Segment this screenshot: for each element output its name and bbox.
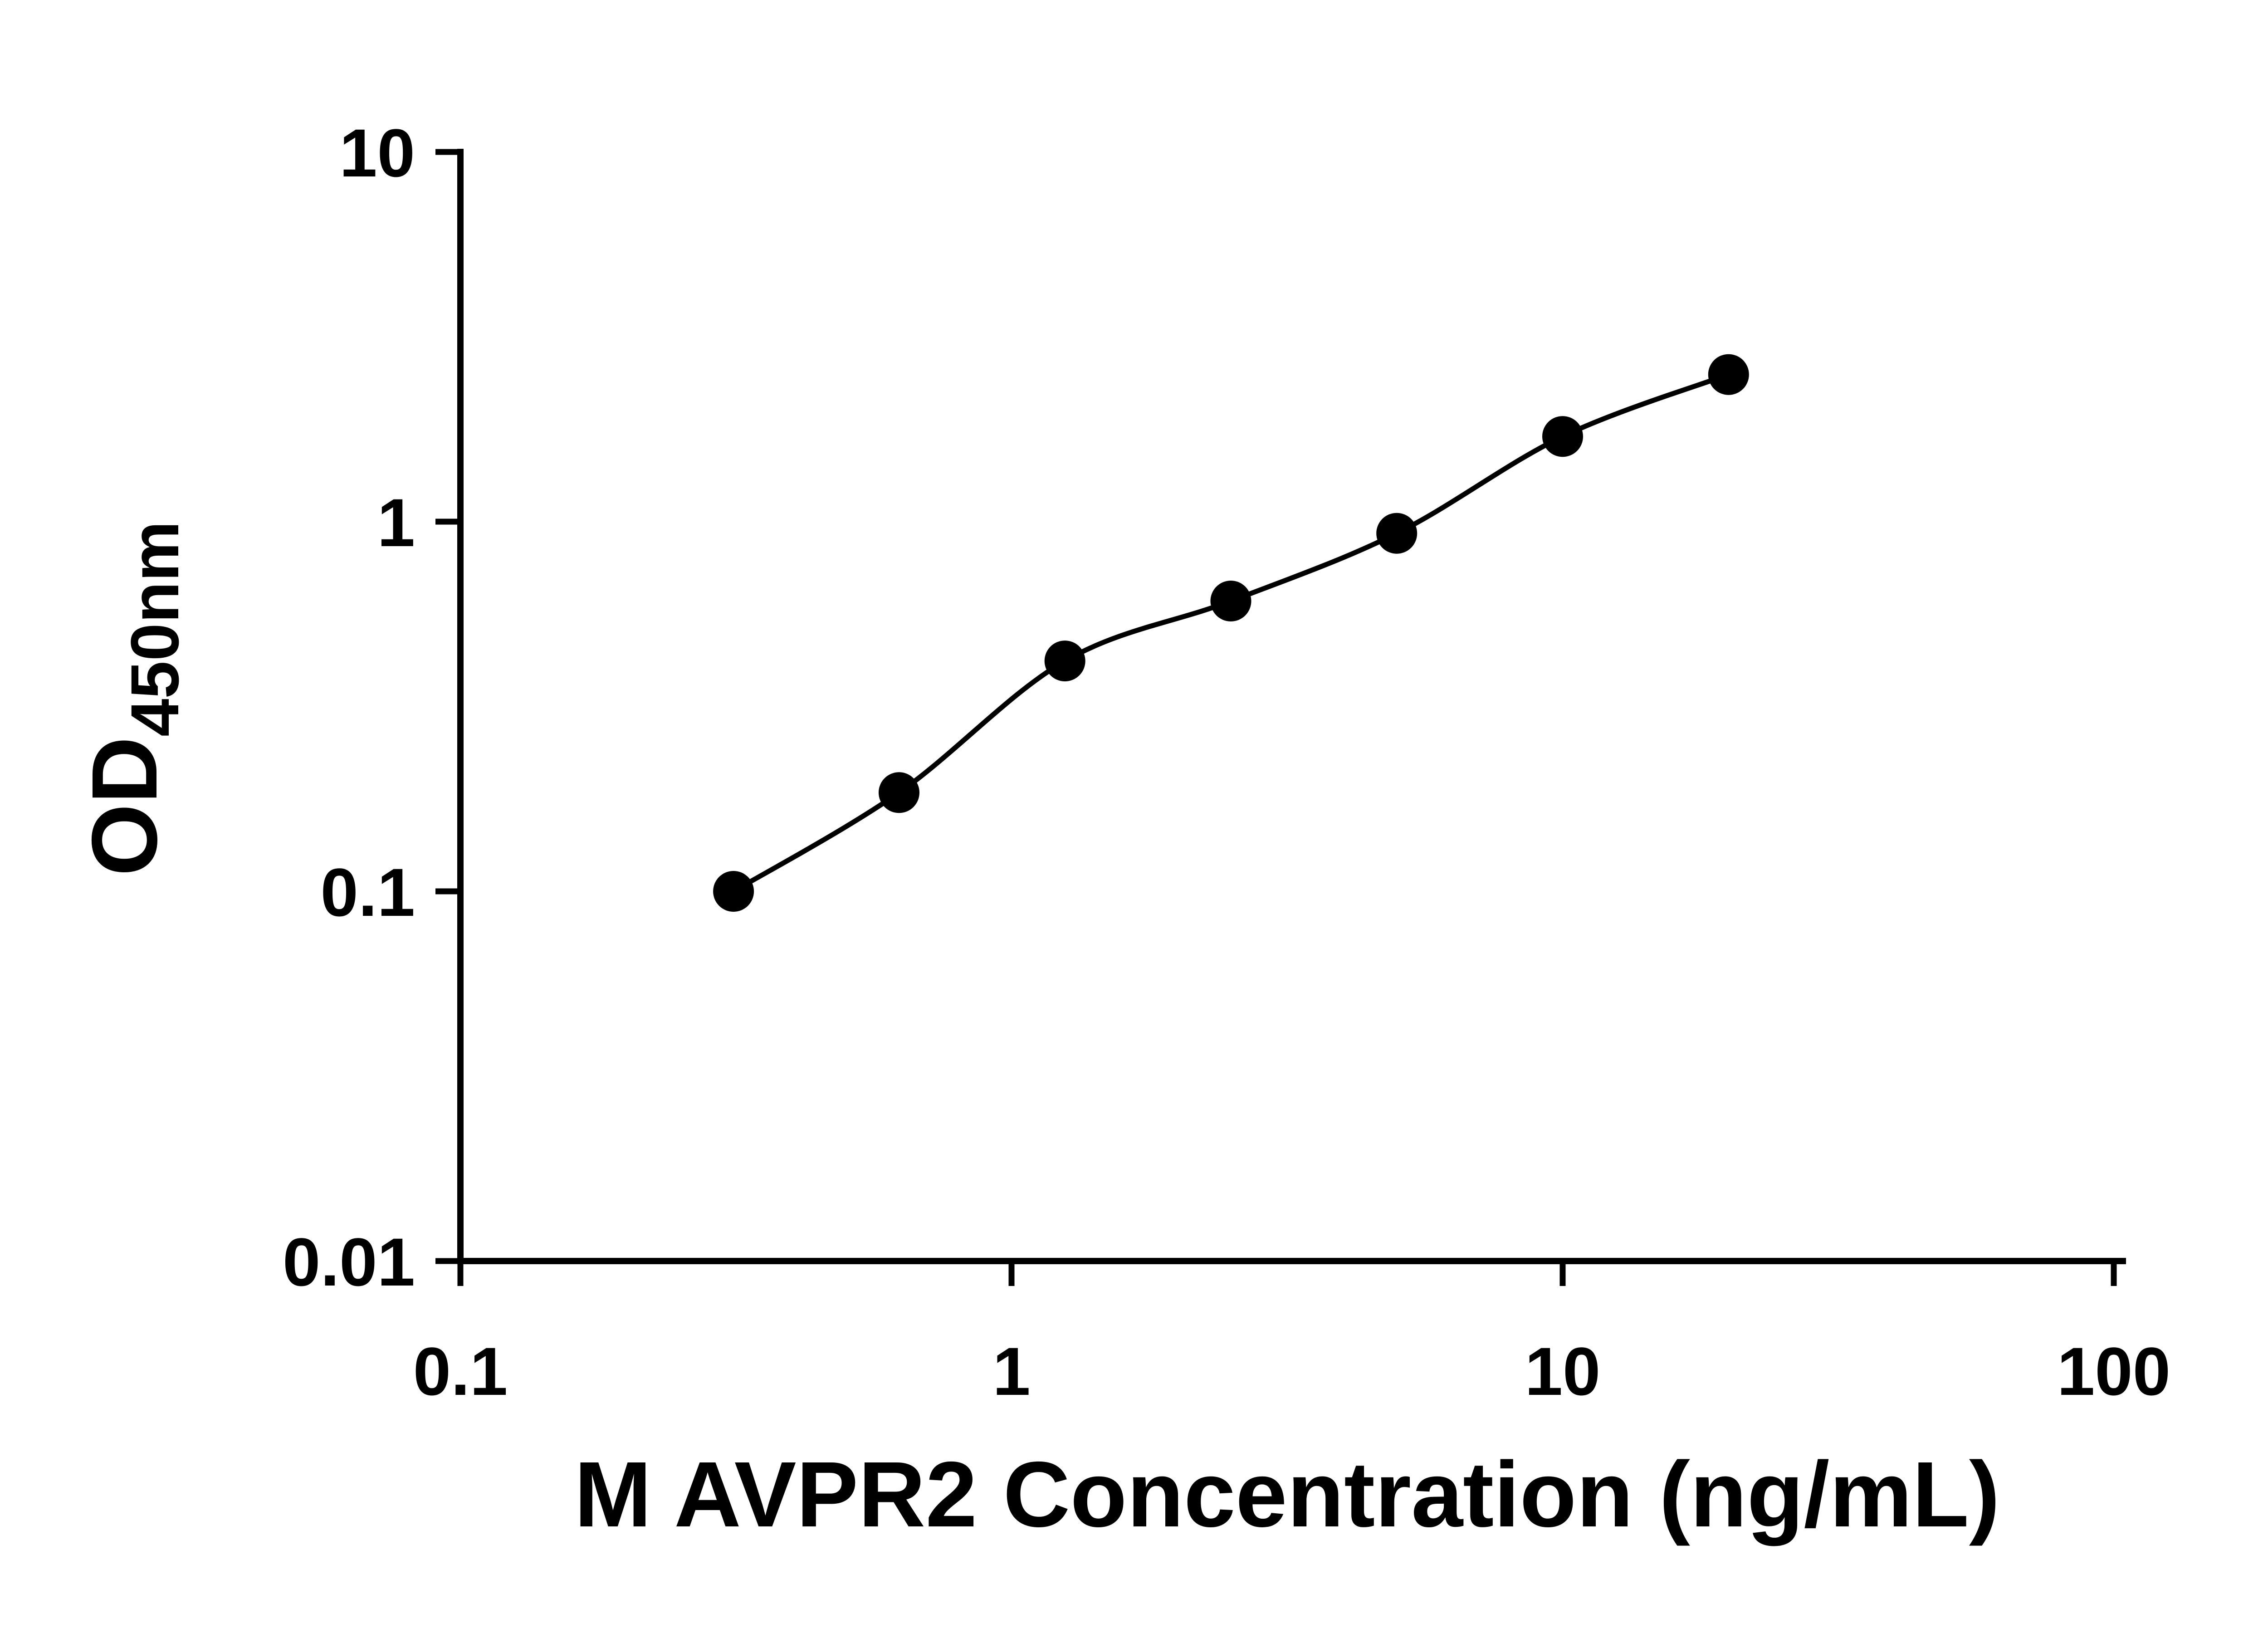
y-tick-label: 0.01 (283, 1224, 415, 1300)
y-axis-title-subscript: 450nm (117, 521, 193, 737)
x-tick-label: 10 (1525, 1333, 1601, 1409)
data-point (1542, 416, 1583, 457)
data-point (1210, 581, 1251, 621)
y-tick-label: 1 (377, 484, 415, 561)
fit-curve (732, 372, 1730, 894)
data-point (713, 871, 754, 912)
data-point (1044, 640, 1085, 682)
y-tick-label: 0.1 (320, 854, 415, 930)
x-tick-label: 1 (992, 1333, 1030, 1409)
x-tick-label: 0.1 (413, 1333, 508, 1409)
y-tick-label: 10 (339, 115, 415, 191)
y-axis-title: OD450nm (73, 521, 193, 876)
x-tick-label: 100 (2057, 1333, 2170, 1409)
x-axis-title: M AVPR2 Concentration (ng/mL) (574, 1442, 2000, 1546)
data-point (879, 772, 919, 813)
data-point (1708, 354, 1749, 395)
data-point (1376, 513, 1418, 554)
